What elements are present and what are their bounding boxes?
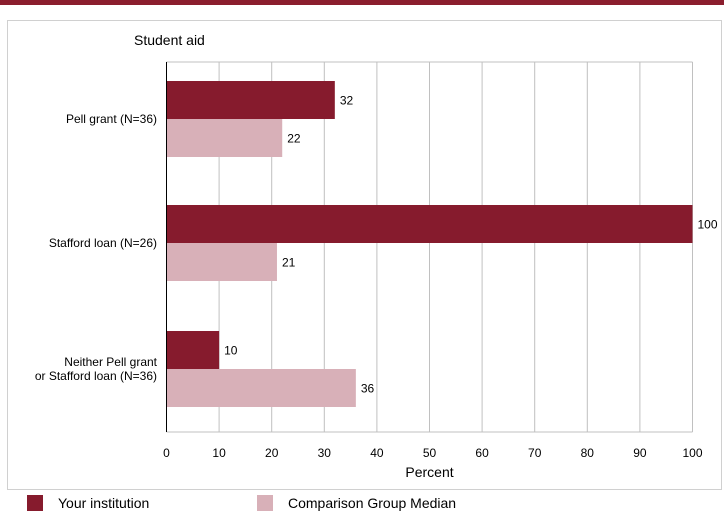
header-rule: [0, 0, 724, 5]
bar-comparison-2: [166, 369, 356, 407]
category-label: or Stafford loan (N=36): [35, 369, 157, 383]
data-label: 10: [224, 344, 238, 358]
x-tick-label: 100: [682, 446, 702, 460]
data-label: 32: [340, 94, 354, 108]
x-tick-label: 50: [423, 446, 437, 460]
x-tick-label: 90: [633, 446, 647, 460]
x-tick-label: 80: [581, 446, 595, 460]
data-label: 100: [698, 218, 718, 232]
category-label: Pell grant (N=36): [66, 112, 157, 126]
legend-swatch-comparison: [257, 495, 273, 511]
legend-label-your-institution: Your institution: [58, 495, 150, 511]
data-label: 22: [287, 132, 301, 146]
bar-comparison-1: [166, 243, 277, 281]
x-tick-label: 20: [265, 446, 279, 460]
x-tick-label: 40: [370, 446, 384, 460]
x-axis-title: Percent: [405, 464, 453, 480]
category-label: Neither Pell grant: [64, 355, 157, 369]
chart-frame: [7, 20, 722, 490]
data-label: 36: [361, 382, 375, 396]
bar-comparison-0: [166, 119, 283, 157]
legend-swatch-your-institution: [27, 495, 43, 511]
data-label: 21: [282, 256, 296, 270]
bar-your-institution-2: [166, 331, 220, 369]
x-tick-label: 10: [212, 446, 226, 460]
x-tick-label: 0: [163, 446, 170, 460]
x-tick-label: 70: [528, 446, 542, 460]
bar-your-institution-0: [166, 81, 335, 119]
bar-your-institution-1: [166, 205, 693, 243]
x-tick-label: 30: [318, 446, 332, 460]
x-tick-label: 60: [475, 446, 489, 460]
legend-label-comparison: Comparison Group Median: [288, 495, 457, 511]
chart-title: Student aid: [134, 32, 205, 48]
category-label: Stafford loan (N=26): [49, 236, 157, 250]
